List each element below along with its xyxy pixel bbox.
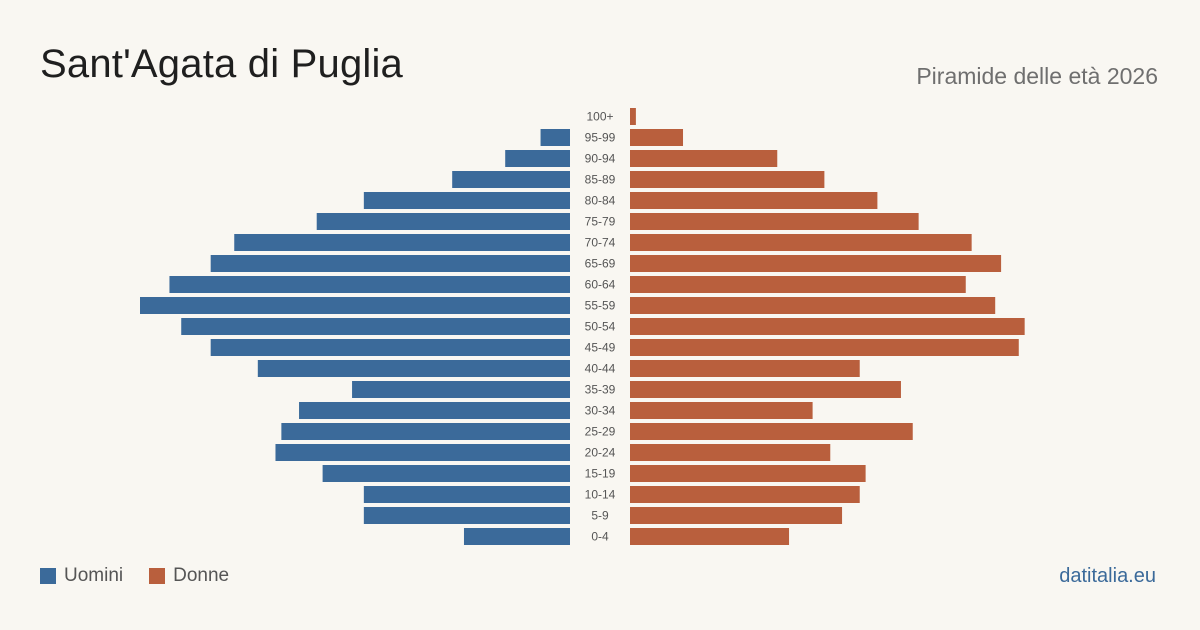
bar-women-50-54 — [630, 318, 1025, 335]
age-label-60-64: 60-64 — [585, 278, 616, 292]
bar-women-95-99 — [630, 129, 684, 146]
legend-swatch-men — [40, 568, 56, 584]
age-label-25-29: 25-29 — [585, 425, 616, 439]
bar-women-45-49 — [630, 339, 1019, 356]
chart-subtitle: Piramide delle età 2026 — [916, 63, 1158, 89]
bar-women-40-44 — [630, 360, 860, 377]
age-label-15-19: 15-19 — [585, 467, 616, 481]
bar-women-10-14 — [630, 486, 860, 503]
bar-men-15-19 — [322, 465, 570, 482]
bar-men-45-49 — [210, 339, 570, 356]
age-label-45-49: 45-49 — [585, 341, 616, 355]
source-link[interactable]: datitalia.eu — [1059, 565, 1156, 587]
bar-men-10-14 — [363, 486, 570, 503]
bar-women-80-84 — [630, 192, 878, 209]
bar-women-60-64 — [630, 276, 966, 293]
bar-men-80-84 — [363, 192, 570, 209]
age-label-95-99: 95-99 — [585, 131, 616, 145]
age-label-85-89: 85-89 — [585, 173, 616, 187]
bar-men-95-99 — [540, 129, 570, 146]
age-label-20-24: 20-24 — [585, 446, 616, 460]
bar-women-15-19 — [630, 465, 866, 482]
age-label-40-44: 40-44 — [585, 362, 616, 376]
bar-women-90-94 — [630, 150, 778, 167]
bar-women-100+ — [630, 108, 636, 125]
bar-men-5-9 — [363, 507, 570, 524]
age-label-35-39: 35-39 — [585, 383, 616, 397]
age-label-10-14: 10-14 — [585, 488, 616, 502]
age-label-100+: 100+ — [586, 110, 613, 124]
legend-label-women: Donne — [173, 565, 230, 586]
bar-women-20-24 — [630, 444, 831, 461]
bar-women-65-69 — [630, 255, 1002, 272]
chart-title: Sant'Agata di Puglia — [40, 42, 404, 86]
bar-men-65-69 — [210, 255, 570, 272]
age-label-90-94: 90-94 — [585, 152, 616, 166]
age-label-0-4: 0-4 — [591, 530, 609, 544]
age-label-80-84: 80-84 — [585, 194, 616, 208]
bar-men-35-39 — [352, 381, 570, 398]
bar-men-60-64 — [169, 276, 570, 293]
age-label-75-79: 75-79 — [585, 215, 616, 229]
legend-swatch-women — [149, 568, 166, 584]
bar-women-70-74 — [630, 234, 972, 251]
bar-men-30-34 — [299, 402, 570, 419]
legend-item-men: Uomini — [40, 565, 123, 587]
bar-women-30-34 — [630, 402, 813, 419]
bar-women-25-29 — [630, 423, 913, 440]
bar-men-90-94 — [505, 150, 570, 167]
age-label-55-59: 55-59 — [585, 299, 616, 313]
age-label-50-54: 50-54 — [585, 320, 616, 334]
legend: Uomini Donne — [40, 565, 229, 587]
bar-women-55-59 — [630, 297, 996, 314]
bar-men-55-59 — [140, 297, 570, 314]
bar-men-75-79 — [316, 213, 570, 230]
bar-men-0-4 — [463, 528, 570, 545]
bar-men-20-24 — [275, 444, 570, 461]
legend-item-women: Donne — [149, 565, 229, 587]
legend-label-men: Uomini — [64, 565, 124, 586]
bar-men-85-89 — [452, 171, 570, 188]
bar-men-25-29 — [281, 423, 570, 440]
age-label-5-9: 5-9 — [591, 509, 609, 523]
bar-women-0-4 — [630, 528, 790, 545]
bar-men-50-54 — [181, 318, 570, 335]
bar-women-75-79 — [630, 213, 919, 230]
bar-women-5-9 — [630, 507, 843, 524]
bar-women-85-89 — [630, 171, 825, 188]
bar-men-40-44 — [257, 360, 570, 377]
bar-women-35-39 — [630, 381, 901, 398]
bar-men-70-74 — [234, 234, 570, 251]
age-label-65-69: 65-69 — [585, 257, 616, 271]
age-label-30-34: 30-34 — [585, 404, 616, 418]
age-label-70-74: 70-74 — [585, 236, 616, 250]
